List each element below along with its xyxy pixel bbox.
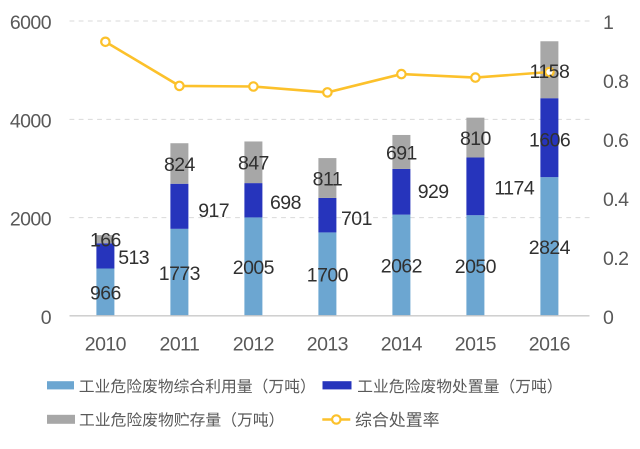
svg-text:2005: 2005	[233, 257, 275, 279]
svg-text:2000: 2000	[10, 209, 52, 231]
svg-text:0: 0	[603, 307, 614, 329]
svg-text:1700: 1700	[307, 265, 349, 287]
svg-text:0.2: 0.2	[603, 248, 628, 270]
svg-text:1158: 1158	[530, 61, 570, 83]
svg-text:2010: 2010	[85, 334, 127, 356]
svg-text:4000: 4000	[10, 110, 52, 132]
svg-text:166: 166	[90, 230, 121, 252]
svg-text:6000: 6000	[10, 12, 52, 34]
svg-text:917: 917	[198, 200, 229, 222]
svg-text:691: 691	[386, 142, 417, 164]
svg-text:2824: 2824	[529, 237, 571, 259]
svg-text:2013: 2013	[307, 334, 348, 356]
svg-text:0.8: 0.8	[603, 71, 628, 93]
svg-text:1174: 1174	[494, 177, 534, 199]
svg-text:811: 811	[313, 168, 342, 190]
svg-text:0: 0	[41, 307, 52, 329]
svg-text:0.4: 0.4	[603, 189, 629, 211]
svg-text:1: 1	[603, 12, 613, 34]
svg-text:2014: 2014	[381, 334, 423, 356]
svg-text:810: 810	[460, 128, 492, 150]
svg-text:0.6: 0.6	[603, 130, 628, 152]
svg-text:698: 698	[270, 192, 301, 214]
svg-text:966: 966	[90, 283, 121, 305]
svg-text:929: 929	[418, 181, 449, 203]
svg-text:1606: 1606	[529, 130, 570, 152]
svg-text:1773: 1773	[159, 263, 200, 285]
svg-text:2011: 2011	[160, 334, 200, 356]
svg-text:2050: 2050	[455, 256, 497, 278]
svg-text:2015: 2015	[455, 334, 497, 356]
svg-text:2062: 2062	[381, 256, 422, 278]
svg-text:2012: 2012	[233, 334, 274, 356]
svg-text:2016: 2016	[529, 334, 570, 356]
svg-text:513: 513	[118, 247, 149, 269]
svg-text:847: 847	[238, 153, 269, 175]
svg-text:824: 824	[164, 154, 196, 176]
svg-text:701: 701	[341, 208, 372, 230]
